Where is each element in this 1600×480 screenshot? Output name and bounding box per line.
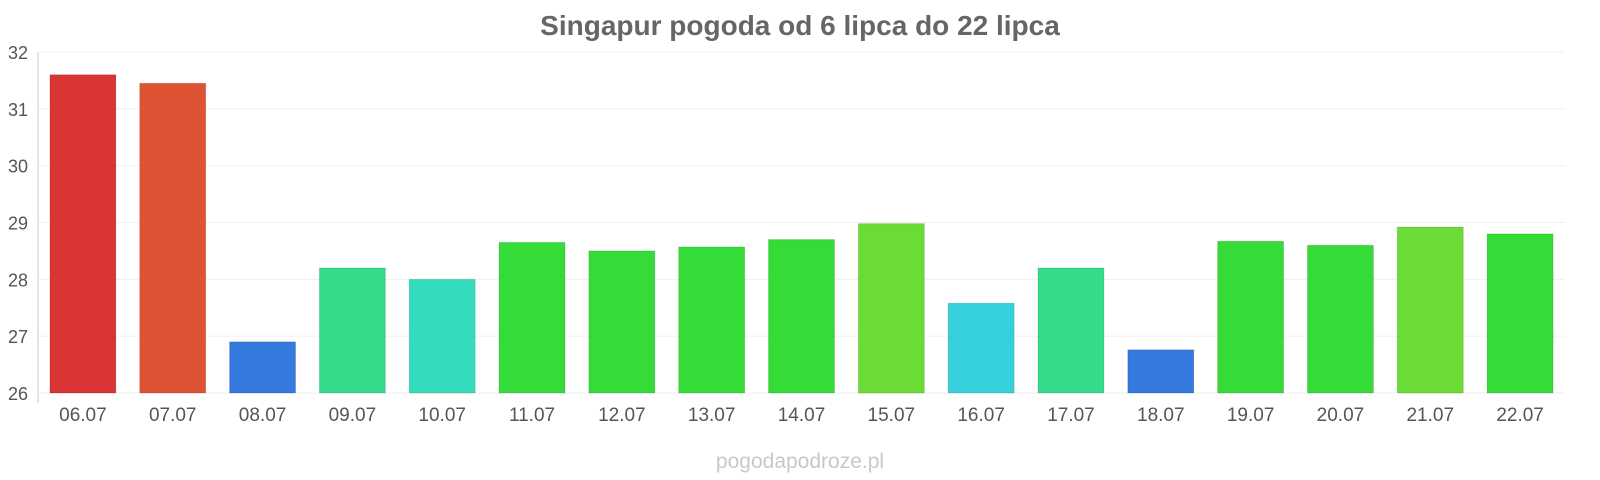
bar — [768, 239, 835, 394]
bar — [1127, 349, 1195, 394]
bar — [678, 246, 746, 394]
bar — [1217, 240, 1285, 394]
x-tick-label: 12.07 — [598, 405, 646, 426]
y-tick-label: 30 — [8, 157, 28, 177]
x-tick-label: 15.07 — [868, 405, 916, 426]
bar — [1486, 233, 1554, 394]
x-tick-label: 22.07 — [1496, 405, 1544, 426]
bar — [588, 250, 656, 394]
x-tick-label: 08.07 — [239, 405, 287, 426]
bar — [1037, 267, 1105, 394]
tick-labels: 26 27 28 29 30 31 32 06.07 07.07 08.07 09.07 10.07 1… — [8, 43, 1544, 426]
x-tick-label: 06.07 — [59, 405, 107, 426]
bar — [408, 278, 476, 394]
bar — [1396, 226, 1464, 394]
bar — [857, 223, 925, 394]
x-tick-label: 20.07 — [1317, 405, 1365, 426]
y-tick-label: 26 — [8, 384, 28, 404]
bar — [498, 241, 566, 394]
bar — [139, 82, 207, 394]
x-tick-label: 11.07 — [509, 405, 555, 426]
x-tick-label: 13.07 — [688, 405, 736, 426]
bars — [49, 74, 1554, 394]
x-tick-label: 17.07 — [1047, 405, 1095, 426]
bar — [1306, 244, 1374, 394]
x-tick-label: 16.07 — [957, 405, 1005, 426]
y-tick-label: 29 — [8, 214, 28, 234]
chart-title: Singapur pogoda od 6 lipca do 22 lipca — [540, 10, 1060, 41]
bar — [947, 302, 1015, 394]
y-tick-label: 28 — [8, 270, 28, 290]
x-tick-label: 19.07 — [1227, 405, 1275, 426]
watermark: pogodapodroze.pl — [715, 450, 885, 473]
bar — [49, 74, 117, 394]
y-tick-label: 32 — [8, 43, 28, 63]
bar — [318, 267, 386, 394]
y-tick-label: 31 — [8, 100, 28, 120]
x-tick-label: 09.07 — [329, 405, 377, 426]
x-tick-label: 21.07 — [1406, 405, 1454, 426]
x-tick-label: 10.07 — [418, 405, 466, 426]
y-tick-label: 27 — [8, 327, 28, 347]
x-tick-label: 18.07 — [1137, 405, 1185, 426]
bar — [229, 341, 297, 394]
x-tick-label: 14.07 — [778, 405, 826, 426]
x-tick-label: 07.07 — [149, 405, 197, 426]
